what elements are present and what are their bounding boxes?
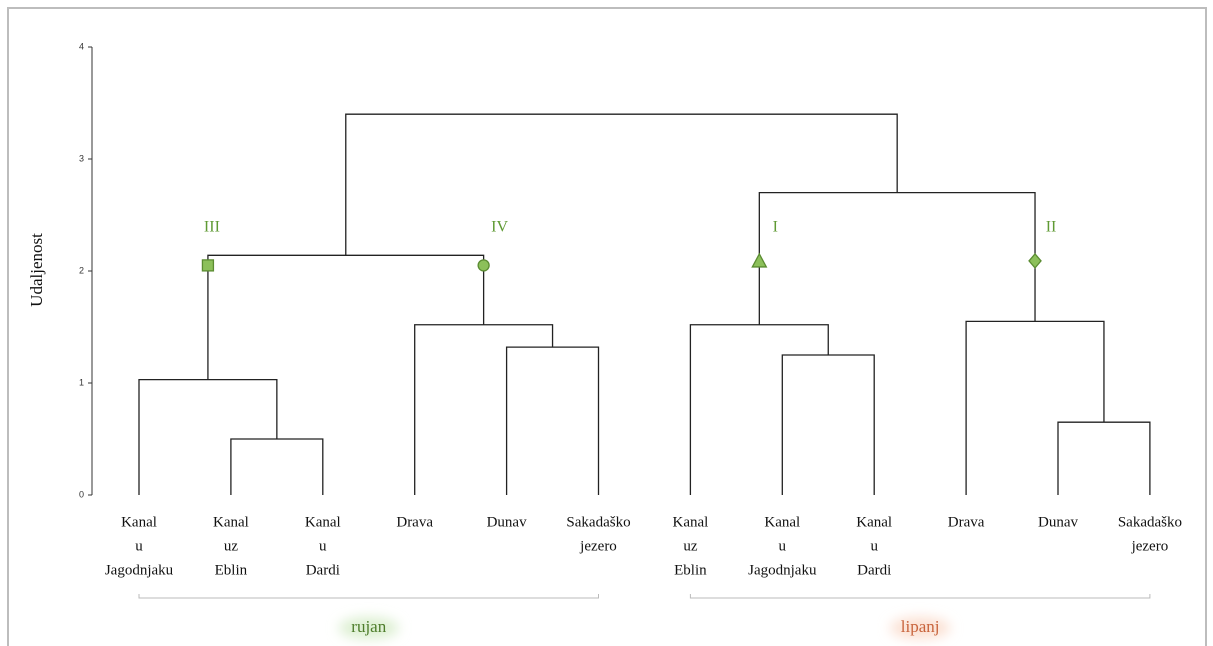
dendrogram-link — [345, 113, 898, 256]
group-bracket — [138, 594, 599, 599]
dendrogram-link — [758, 191, 1036, 325]
y-tick-label: 2 — [79, 265, 84, 275]
leaf-label: Eblin — [674, 562, 707, 578]
leaf-label: uz — [683, 538, 698, 554]
dendrogram-link — [1057, 421, 1151, 495]
y-tick-label: 3 — [79, 153, 84, 163]
group-bracket — [689, 594, 1151, 599]
leaf-label: Kanal — [213, 514, 249, 530]
dendrogram-link — [781, 354, 875, 495]
dendrogram-link — [138, 378, 278, 495]
y-axis-label: Udaljenost — [27, 233, 46, 307]
cluster-label: I — [773, 219, 778, 236]
leaf-label: Kanal — [764, 514, 800, 530]
dendrogram-link — [414, 324, 554, 495]
leaf-label: u — [135, 538, 143, 554]
leaf-label: Dardi — [857, 562, 891, 578]
leaf-label: Dunav — [1038, 514, 1078, 530]
leaf-label: Kanal — [672, 514, 708, 530]
leaf-label: Dardi — [306, 562, 340, 578]
leaf-label: u — [779, 538, 787, 554]
leaf-label: u — [319, 538, 327, 554]
dendrogram-link — [505, 346, 600, 495]
dendrogram-link — [230, 438, 324, 495]
leaf-label: jezero — [579, 538, 617, 554]
leaf-label: u — [870, 538, 878, 554]
leaf-label: Kanal — [856, 514, 892, 530]
group-label: rujan — [351, 617, 386, 636]
leaf-label: Sakadaško — [566, 514, 630, 530]
cluster-marker — [477, 259, 490, 272]
leaf-label: Sakadaško — [1118, 514, 1182, 530]
dendrogram-link — [689, 324, 829, 495]
cluster-label: III — [204, 219, 220, 236]
leaf-label: jezero — [1131, 538, 1169, 554]
frame — [7, 7, 1207, 646]
leaf-label: uz — [224, 538, 239, 554]
leaf-label: Drava — [396, 514, 433, 530]
leaf-label: Jagodnjaku — [105, 562, 174, 578]
y-tick-label: 0 — [79, 489, 84, 499]
cluster-marker — [201, 259, 215, 272]
leaf-label: Dunav — [487, 514, 527, 530]
group-label: lipanj — [901, 617, 940, 636]
dendrogram-link — [965, 320, 1105, 495]
leaf-label: Kanal — [305, 514, 341, 530]
cluster-label: IV — [491, 219, 508, 236]
leaf-label: Eblin — [215, 562, 248, 578]
y-tick-label: 4 — [79, 41, 84, 51]
leaf-label: Drava — [948, 514, 985, 530]
group-glow — [890, 617, 951, 639]
leaf-label: Kanal — [121, 514, 157, 530]
leaf-label: Jagodnjaku — [748, 562, 817, 578]
cluster-marker — [1028, 252, 1042, 269]
y-tick-label: 1 — [79, 377, 84, 387]
dendrogram-link — [207, 254, 485, 380]
cluster-marker — [751, 252, 768, 268]
group-glow — [338, 617, 399, 639]
cluster-label: II — [1046, 219, 1057, 236]
